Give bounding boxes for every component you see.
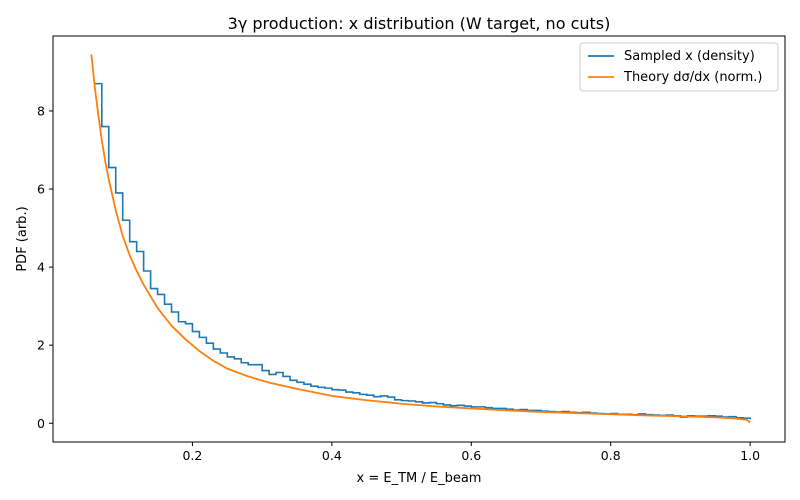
legend-box bbox=[579, 42, 779, 92]
plot-area bbox=[90, 54, 751, 424]
series-theory-curve bbox=[90, 54, 751, 424]
legend-label-theory: Theory dσ/dx (norm.) bbox=[623, 70, 763, 85]
x-tick-label: 1.0 bbox=[740, 448, 760, 463]
x-axis: 0.2 0.4 0.6 0.8 1.0 bbox=[182, 442, 760, 463]
sampled-step-line bbox=[94, 82, 751, 420]
axes-frame bbox=[52, 35, 786, 443]
x-axis-label: x = E_TM / E_beam bbox=[357, 471, 482, 486]
chart-title: 3γ production: x distribution (W target,… bbox=[228, 14, 611, 33]
y-tick-label: 8 bbox=[37, 103, 45, 118]
theory-line bbox=[90, 54, 751, 424]
x-tick-label: 0.8 bbox=[601, 448, 621, 463]
y-tick-label: 6 bbox=[37, 182, 45, 197]
y-axis-label: PDF (arb.) bbox=[15, 206, 30, 271]
x-tick-label: 0.4 bbox=[322, 448, 342, 463]
series-sampled-histogram bbox=[94, 82, 751, 420]
y-tick-label: 2 bbox=[37, 338, 45, 353]
y-axis: 0 2 4 6 8 bbox=[37, 103, 53, 431]
legend: Sampled x (density) Theory dσ/dx (norm.) bbox=[579, 42, 779, 92]
x-tick-label: 0.6 bbox=[461, 448, 481, 463]
y-tick-label: 4 bbox=[37, 260, 45, 275]
y-tick-label: 0 bbox=[37, 416, 45, 431]
legend-label-sampled: Sampled x (density) bbox=[624, 49, 755, 64]
x-tick-label: 0.2 bbox=[182, 448, 202, 463]
